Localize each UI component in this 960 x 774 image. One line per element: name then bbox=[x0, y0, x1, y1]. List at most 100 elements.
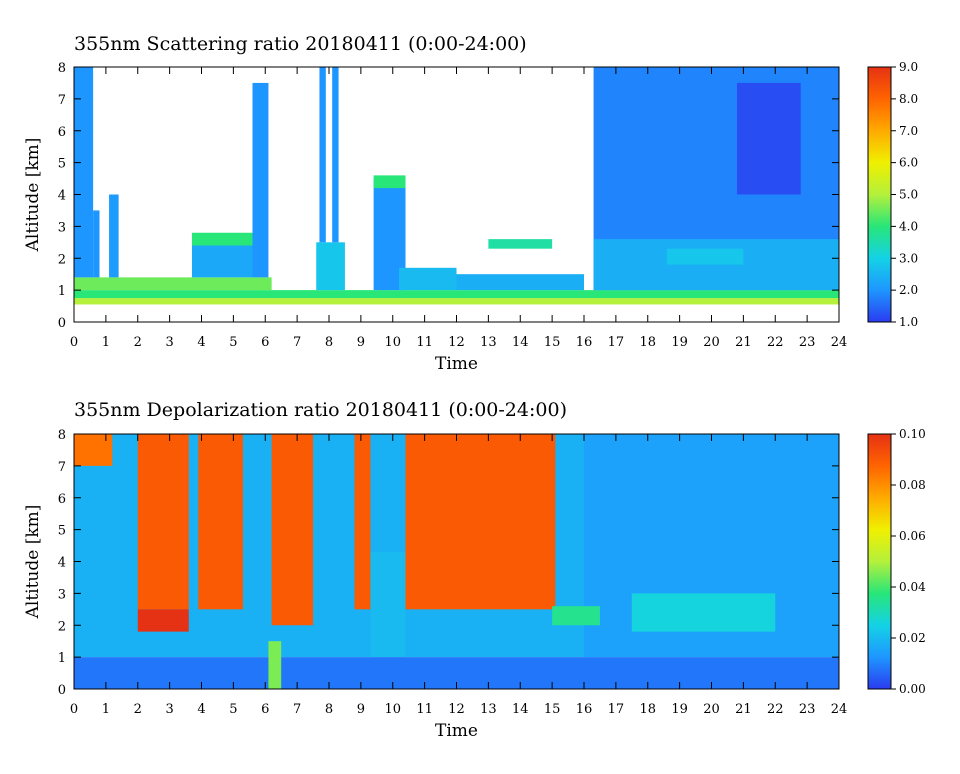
chart-title: 355nm Scattering ratio 20180411 (0:00-24… bbox=[74, 33, 527, 55]
y-tick-label: 0 bbox=[58, 683, 66, 698]
colorbar-tick-label: 0.02 bbox=[899, 631, 926, 645]
x-tick-label: 7 bbox=[293, 335, 301, 350]
colorbar bbox=[867, 433, 892, 690]
heatmap-region-11 bbox=[332, 67, 339, 243]
heatmap-region-5 bbox=[109, 194, 119, 278]
colorbar-tick-label: 0.08 bbox=[899, 478, 926, 492]
colorbar-tick-label: 2.0 bbox=[899, 283, 918, 297]
x-tick-label: 2 bbox=[134, 702, 142, 717]
heatmap-region-3 bbox=[137, 434, 189, 610]
heatmap-region-9 bbox=[74, 434, 113, 466]
heatmap-region-0 bbox=[74, 298, 839, 305]
x-tick-label: 7 bbox=[293, 702, 301, 717]
x-tick-label: 22 bbox=[767, 335, 784, 350]
heatmap-region-13 bbox=[373, 175, 406, 189]
y-axis-label: Altitude [km] bbox=[23, 138, 43, 253]
x-tick-label: 6 bbox=[261, 702, 269, 717]
heatmap-region-8 bbox=[370, 551, 406, 658]
heatmap-region-3 bbox=[74, 67, 94, 278]
colorbar-tick-label: 9.0 bbox=[899, 60, 918, 74]
x-tick-label: 17 bbox=[608, 702, 625, 717]
x-tick-label: 24 bbox=[831, 702, 848, 717]
x-tick-label: 2 bbox=[134, 335, 142, 350]
y-tick-label: 8 bbox=[58, 428, 66, 443]
heatmap-region-15 bbox=[456, 274, 584, 291]
x-tick-label: 14 bbox=[512, 702, 529, 717]
colorbar-tick-label: 6.0 bbox=[899, 156, 918, 170]
colorbar-tick-label: 0.10 bbox=[899, 427, 926, 441]
heatmap-region-10 bbox=[319, 67, 326, 243]
heatmap-region-14 bbox=[399, 267, 457, 291]
heatmap-region-10 bbox=[137, 609, 189, 632]
x-tick-label: 14 bbox=[512, 335, 529, 350]
colorbar bbox=[867, 66, 892, 323]
x-tick-label: 15 bbox=[544, 702, 561, 717]
x-tick-label: 24 bbox=[831, 335, 848, 350]
heatmap-region-8 bbox=[252, 82, 269, 278]
depolarization-ratio-panel: 355nm Depolarization ratio 20180411 (0:0… bbox=[23, 399, 926, 741]
x-tick-label: 16 bbox=[576, 335, 593, 350]
x-tick-label: 16 bbox=[576, 702, 593, 717]
x-tick-label: 3 bbox=[165, 335, 173, 350]
y-tick-label: 1 bbox=[58, 284, 66, 299]
heatmap-region-2 bbox=[631, 593, 776, 632]
colorbar-tick-label: 4.0 bbox=[899, 219, 918, 233]
y-tick-label: 2 bbox=[58, 252, 66, 267]
heatmap-region-7 bbox=[405, 434, 556, 610]
x-tick-label: 13 bbox=[480, 335, 497, 350]
x-tick-label: 0 bbox=[70, 335, 78, 350]
y-tick-label: 7 bbox=[58, 93, 66, 108]
heatmap-region-13 bbox=[268, 641, 282, 689]
x-tick-label: 10 bbox=[384, 702, 401, 717]
y-tick-label: 5 bbox=[58, 157, 66, 172]
colorbar-tick-label: 0.06 bbox=[899, 529, 926, 543]
x-tick-label: 17 bbox=[608, 335, 625, 350]
x-tick-label: 19 bbox=[671, 335, 688, 350]
x-tick-label: 6 bbox=[261, 335, 269, 350]
chart-title: 355nm Depolarization ratio 20180411 (0:0… bbox=[74, 399, 567, 421]
x-tick-label: 20 bbox=[703, 335, 720, 350]
x-tick-label: 22 bbox=[767, 702, 784, 717]
heatmap-region-5 bbox=[271, 434, 314, 626]
x-tick-label: 19 bbox=[671, 702, 688, 717]
heatmap-field bbox=[74, 434, 839, 689]
x-tick-label: 18 bbox=[639, 702, 656, 717]
heatmap-region-16 bbox=[488, 239, 553, 249]
heatmap-region-9 bbox=[316, 242, 345, 291]
x-tick-label: 0 bbox=[70, 702, 78, 717]
colorbar-tick-label: 8.0 bbox=[899, 92, 918, 106]
x-tick-label: 8 bbox=[325, 335, 333, 350]
y-tick-label: 2 bbox=[58, 619, 66, 634]
colorbar-tick-label: 0.00 bbox=[899, 682, 926, 696]
x-tick-label: 15 bbox=[544, 335, 561, 350]
x-tick-label: 1 bbox=[102, 335, 110, 350]
x-tick-label: 5 bbox=[229, 335, 237, 350]
heatmap-region-2 bbox=[74, 277, 272, 291]
x-tick-label: 1 bbox=[102, 702, 110, 717]
heatmap-region-1 bbox=[74, 290, 839, 299]
x-tick-label: 3 bbox=[165, 702, 173, 717]
y-tick-label: 1 bbox=[58, 651, 66, 666]
x-tick-label: 4 bbox=[197, 702, 205, 717]
x-tick-label: 23 bbox=[799, 702, 816, 717]
x-axis-label: Time bbox=[435, 354, 478, 374]
heatmap-region-4 bbox=[198, 434, 243, 610]
y-tick-label: 3 bbox=[58, 587, 66, 602]
x-tick-label: 18 bbox=[639, 335, 656, 350]
y-tick-label: 7 bbox=[58, 460, 66, 475]
heatmap-region-7 bbox=[191, 232, 253, 246]
x-tick-label: 9 bbox=[357, 335, 365, 350]
x-tick-label: 9 bbox=[357, 702, 365, 717]
heatmap-region-19 bbox=[666, 248, 744, 265]
x-tick-label: 12 bbox=[448, 335, 465, 350]
x-tick-label: 21 bbox=[735, 702, 752, 717]
x-tick-label: 23 bbox=[799, 335, 816, 350]
scattering-ratio-panel: 355nm Scattering ratio 20180411 (0:00-24… bbox=[23, 33, 918, 374]
heatmap-region-6 bbox=[354, 434, 371, 610]
x-tick-label: 11 bbox=[416, 702, 433, 717]
y-tick-label: 4 bbox=[58, 189, 66, 204]
x-tick-label: 13 bbox=[480, 702, 497, 717]
y-tick-label: 0 bbox=[58, 316, 66, 331]
